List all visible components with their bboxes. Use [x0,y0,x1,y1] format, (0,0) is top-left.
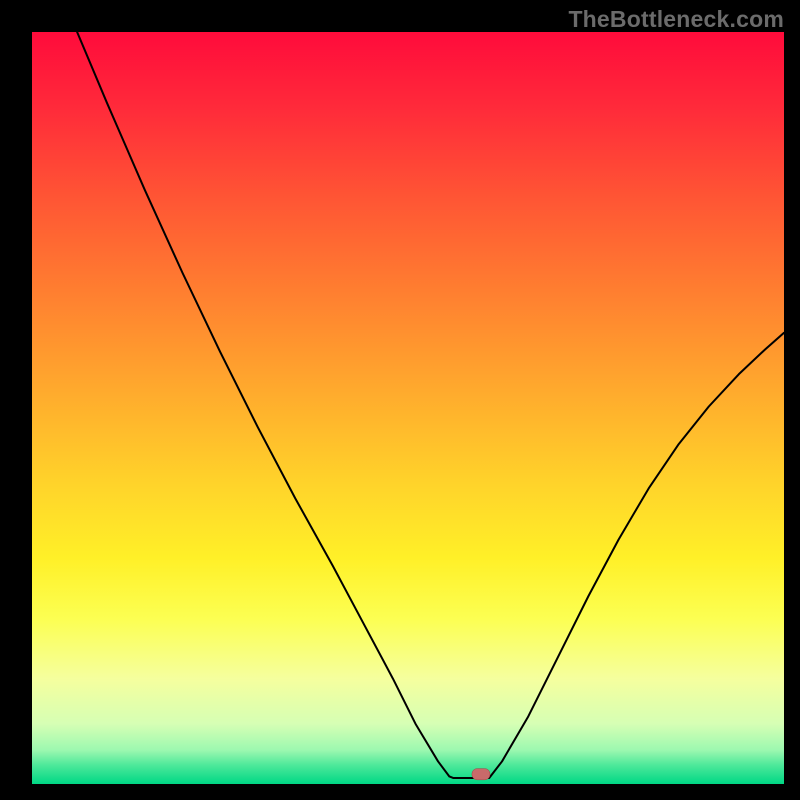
plot-area [32,32,784,784]
optimal-marker [472,769,490,780]
gradient-background [32,32,784,784]
chart-frame: TheBottleneck.com [0,0,800,800]
watermark-text: TheBottleneck.com [568,6,784,33]
plot-svg [32,32,784,784]
